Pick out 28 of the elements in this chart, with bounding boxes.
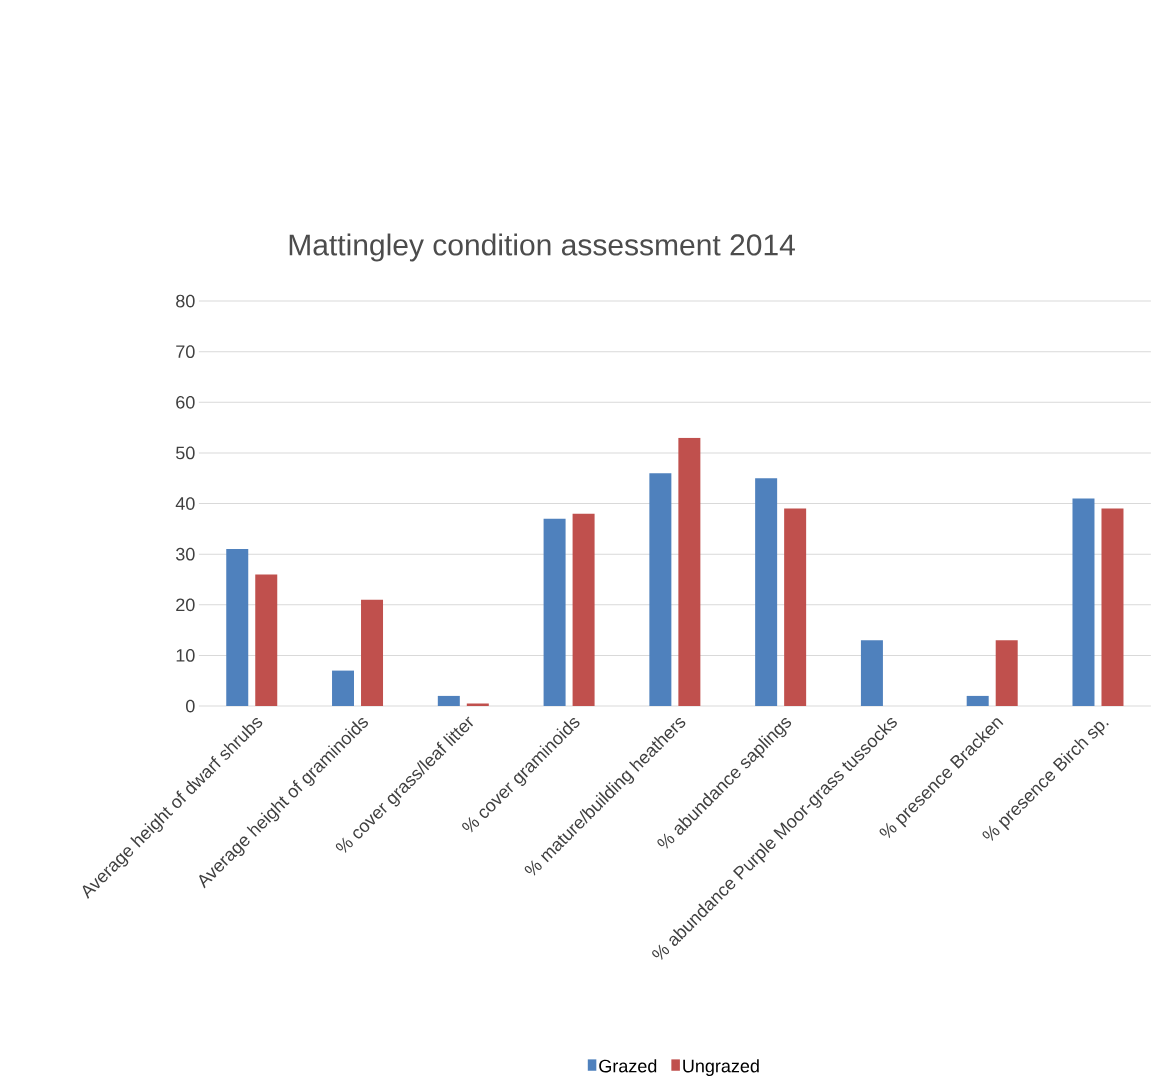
bar (966, 696, 989, 707)
bar (572, 513, 595, 707)
y-tick-label: 40 (175, 497, 195, 511)
bar (226, 549, 249, 707)
bar (543, 518, 566, 707)
bar (1101, 508, 1124, 707)
bar (784, 508, 807, 707)
bar (437, 696, 460, 707)
y-tick-label: 20 (176, 598, 195, 612)
bar (361, 599, 384, 707)
y-tick-label: 60 (176, 396, 195, 409)
bar (755, 478, 778, 707)
y-tick-label: 80 (176, 294, 195, 308)
bar (1072, 498, 1095, 707)
y-tick-label: 0 (186, 699, 195, 713)
y-tick-label: 50 (176, 446, 195, 460)
bar (649, 473, 672, 707)
legend-label: Ungrazed (683, 1059, 759, 1077)
y-tick-label: 70 (176, 345, 195, 359)
bar (860, 640, 883, 707)
bar (995, 640, 1018, 707)
y-tick-label: 30 (176, 547, 195, 561)
legend-label: Grazed (599, 1059, 657, 1073)
bar (678, 437, 701, 707)
chart-title: Mattingley condition assessment 2014 (289, 233, 795, 262)
y-tick-label: 10 (176, 649, 195, 662)
bar (255, 574, 278, 707)
bar (332, 670, 355, 707)
